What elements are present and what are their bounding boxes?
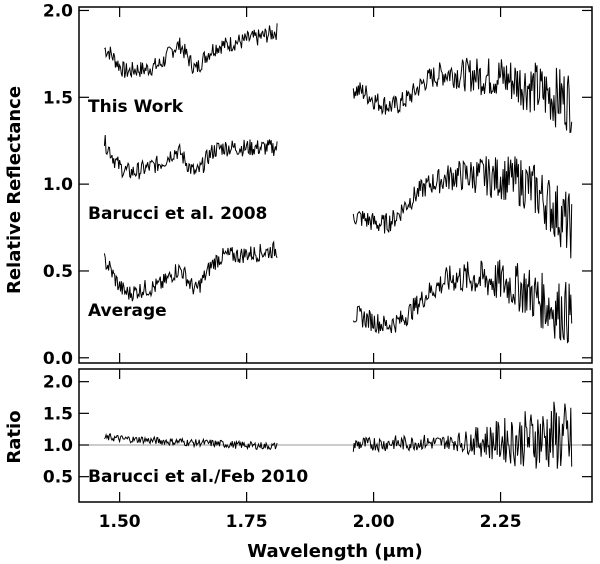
- y-tick-label: 1.0: [43, 436, 73, 456]
- y-tick-label: 0.5: [43, 468, 73, 488]
- x-tick-label: 2.00: [353, 512, 395, 532]
- annotation-average: Average: [88, 301, 167, 321]
- y-tick-label: 0.0: [43, 349, 73, 369]
- top-series-group: [103, 23, 573, 344]
- x-tick-label: 1.50: [99, 512, 141, 532]
- series-line: [104, 401, 573, 469]
- bottom-axes-frame: [78, 368, 593, 503]
- top-x-ticks: [119, 7, 502, 363]
- x-axis-label: Wavelength (μm): [247, 541, 423, 562]
- top-y-ticks: 0.0 0.5 1.0 1.5 2.0: [43, 1, 592, 369]
- bottom-y-ticks: 0.5 1.0 1.5 2.0: [43, 373, 592, 488]
- ratio-panel: 0.5 1.0 1.5 2.0 1.50 1.75 2.00 2.25 Barucci et…: [4, 368, 593, 562]
- series-line: [104, 23, 573, 134]
- bottom-y-axis-label: Ratio: [4, 410, 25, 463]
- top-y-axis-label: Relative Reflectance: [4, 86, 25, 294]
- x-tick-label: 2.25: [480, 512, 522, 532]
- top-axes-frame: [78, 6, 593, 364]
- annotation-barucci-2008: Barucci et al. 2008: [88, 204, 267, 224]
- series-line: [103, 134, 573, 259]
- series-line: [103, 240, 573, 344]
- y-tick-label: 1.5: [43, 404, 73, 424]
- annotation-ratio: Barucci et al./Feb 2010: [88, 467, 308, 487]
- bottom-series-group: [104, 401, 573, 469]
- y-tick-label: 1.5: [43, 88, 73, 108]
- y-tick-label: 1.0: [43, 175, 73, 195]
- annotation-this-work: This Work: [88, 97, 184, 117]
- x-tick-label: 1.75: [226, 512, 268, 532]
- y-tick-label: 0.5: [43, 262, 73, 282]
- reflectance-panel: 0.0 0.5 1.0 1.5 2.0 This Work Barucci et al.…: [4, 1, 593, 369]
- y-tick-label: 2.0: [43, 1, 73, 21]
- y-tick-label: 2.0: [43, 373, 73, 393]
- bottom-x-ticks: 1.50 1.75 2.00 2.25: [99, 369, 522, 532]
